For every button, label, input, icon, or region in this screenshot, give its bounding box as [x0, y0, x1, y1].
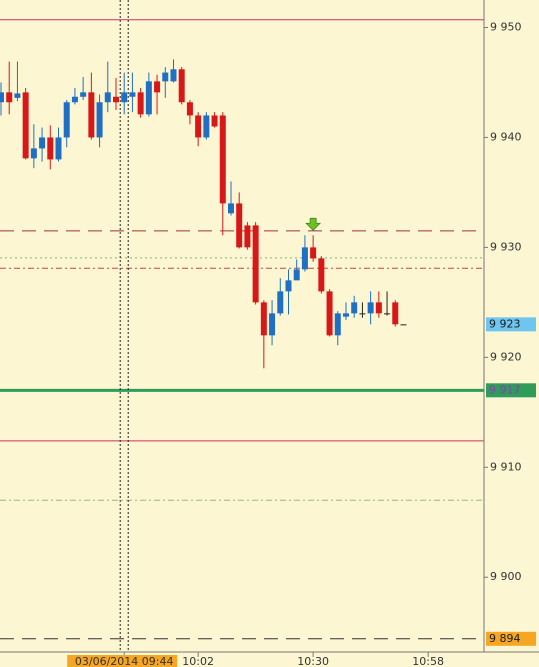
candle-body — [129, 92, 136, 97]
candle-body — [63, 102, 70, 138]
candle-body — [244, 225, 251, 248]
candle-body — [0, 92, 4, 103]
candle-body — [334, 313, 341, 336]
candle-body — [301, 247, 308, 270]
candle-body — [227, 203, 234, 214]
x-tick-label: 10:30 — [297, 655, 329, 667]
candle-body — [219, 115, 226, 204]
candle-body — [162, 72, 169, 82]
candle-body — [310, 247, 317, 259]
price-marker — [486, 317, 536, 332]
candle-body — [96, 102, 103, 138]
candle-body — [6, 92, 13, 103]
candle-body — [285, 280, 292, 292]
candle-body — [211, 115, 218, 127]
y-tick-label: 9 920 — [490, 350, 522, 363]
x-tick-label: 10:58 — [412, 655, 444, 667]
candle-body — [137, 92, 144, 115]
candle-body — [269, 313, 276, 336]
price-marker-label: 9 894 — [489, 632, 521, 645]
candle-body — [39, 137, 46, 149]
candle-body — [178, 69, 185, 103]
candle-body — [277, 291, 284, 314]
candle-body — [121, 92, 128, 103]
candle-body — [367, 302, 374, 314]
candle-body — [342, 313, 349, 317]
x-tick-label: 03/06/2014 09:44 — [75, 655, 174, 667]
x-tick-label: 10:02 — [182, 655, 214, 667]
crosshair-label-bg — [67, 655, 178, 667]
candle-body — [392, 302, 399, 325]
candle-body — [260, 302, 267, 336]
candle-body — [154, 81, 161, 93]
candle-body — [359, 313, 366, 315]
candle-body — [351, 302, 358, 314]
candle-body — [145, 81, 152, 115]
signal-arrow — [305, 217, 322, 231]
candle-body — [47, 137, 54, 160]
y-tick-label: 9 930 — [490, 240, 522, 253]
price-marker-label: 9 917 — [489, 383, 521, 396]
candle-body — [14, 93, 21, 98]
candle-body — [203, 115, 210, 138]
candle-body — [88, 92, 95, 138]
candle-body — [375, 302, 382, 314]
price-marker — [486, 631, 536, 646]
candle-body — [112, 96, 119, 103]
candle-body — [195, 115, 202, 138]
candle-body — [170, 69, 177, 82]
y-tick-label: 9 940 — [490, 130, 522, 143]
candle-body — [236, 203, 243, 248]
price-marker-label: 9 923 — [489, 317, 521, 330]
candle-body — [71, 96, 78, 103]
candle-body — [30, 148, 37, 159]
candle-body — [186, 102, 193, 116]
candle-body — [55, 137, 62, 160]
candle-body — [104, 92, 111, 103]
candle-body — [293, 269, 300, 281]
price-marker — [486, 383, 536, 398]
candle-body — [326, 291, 333, 336]
candle-body — [400, 324, 407, 326]
candle-body — [384, 313, 391, 315]
y-tick-label: 9 900 — [490, 570, 522, 583]
y-tick-label: 9 950 — [490, 20, 522, 33]
y-tick-label: 9 910 — [490, 460, 522, 473]
candle-body — [318, 258, 325, 292]
candle-body — [252, 225, 259, 303]
candle-body — [80, 92, 87, 97]
candle-body — [22, 92, 29, 159]
